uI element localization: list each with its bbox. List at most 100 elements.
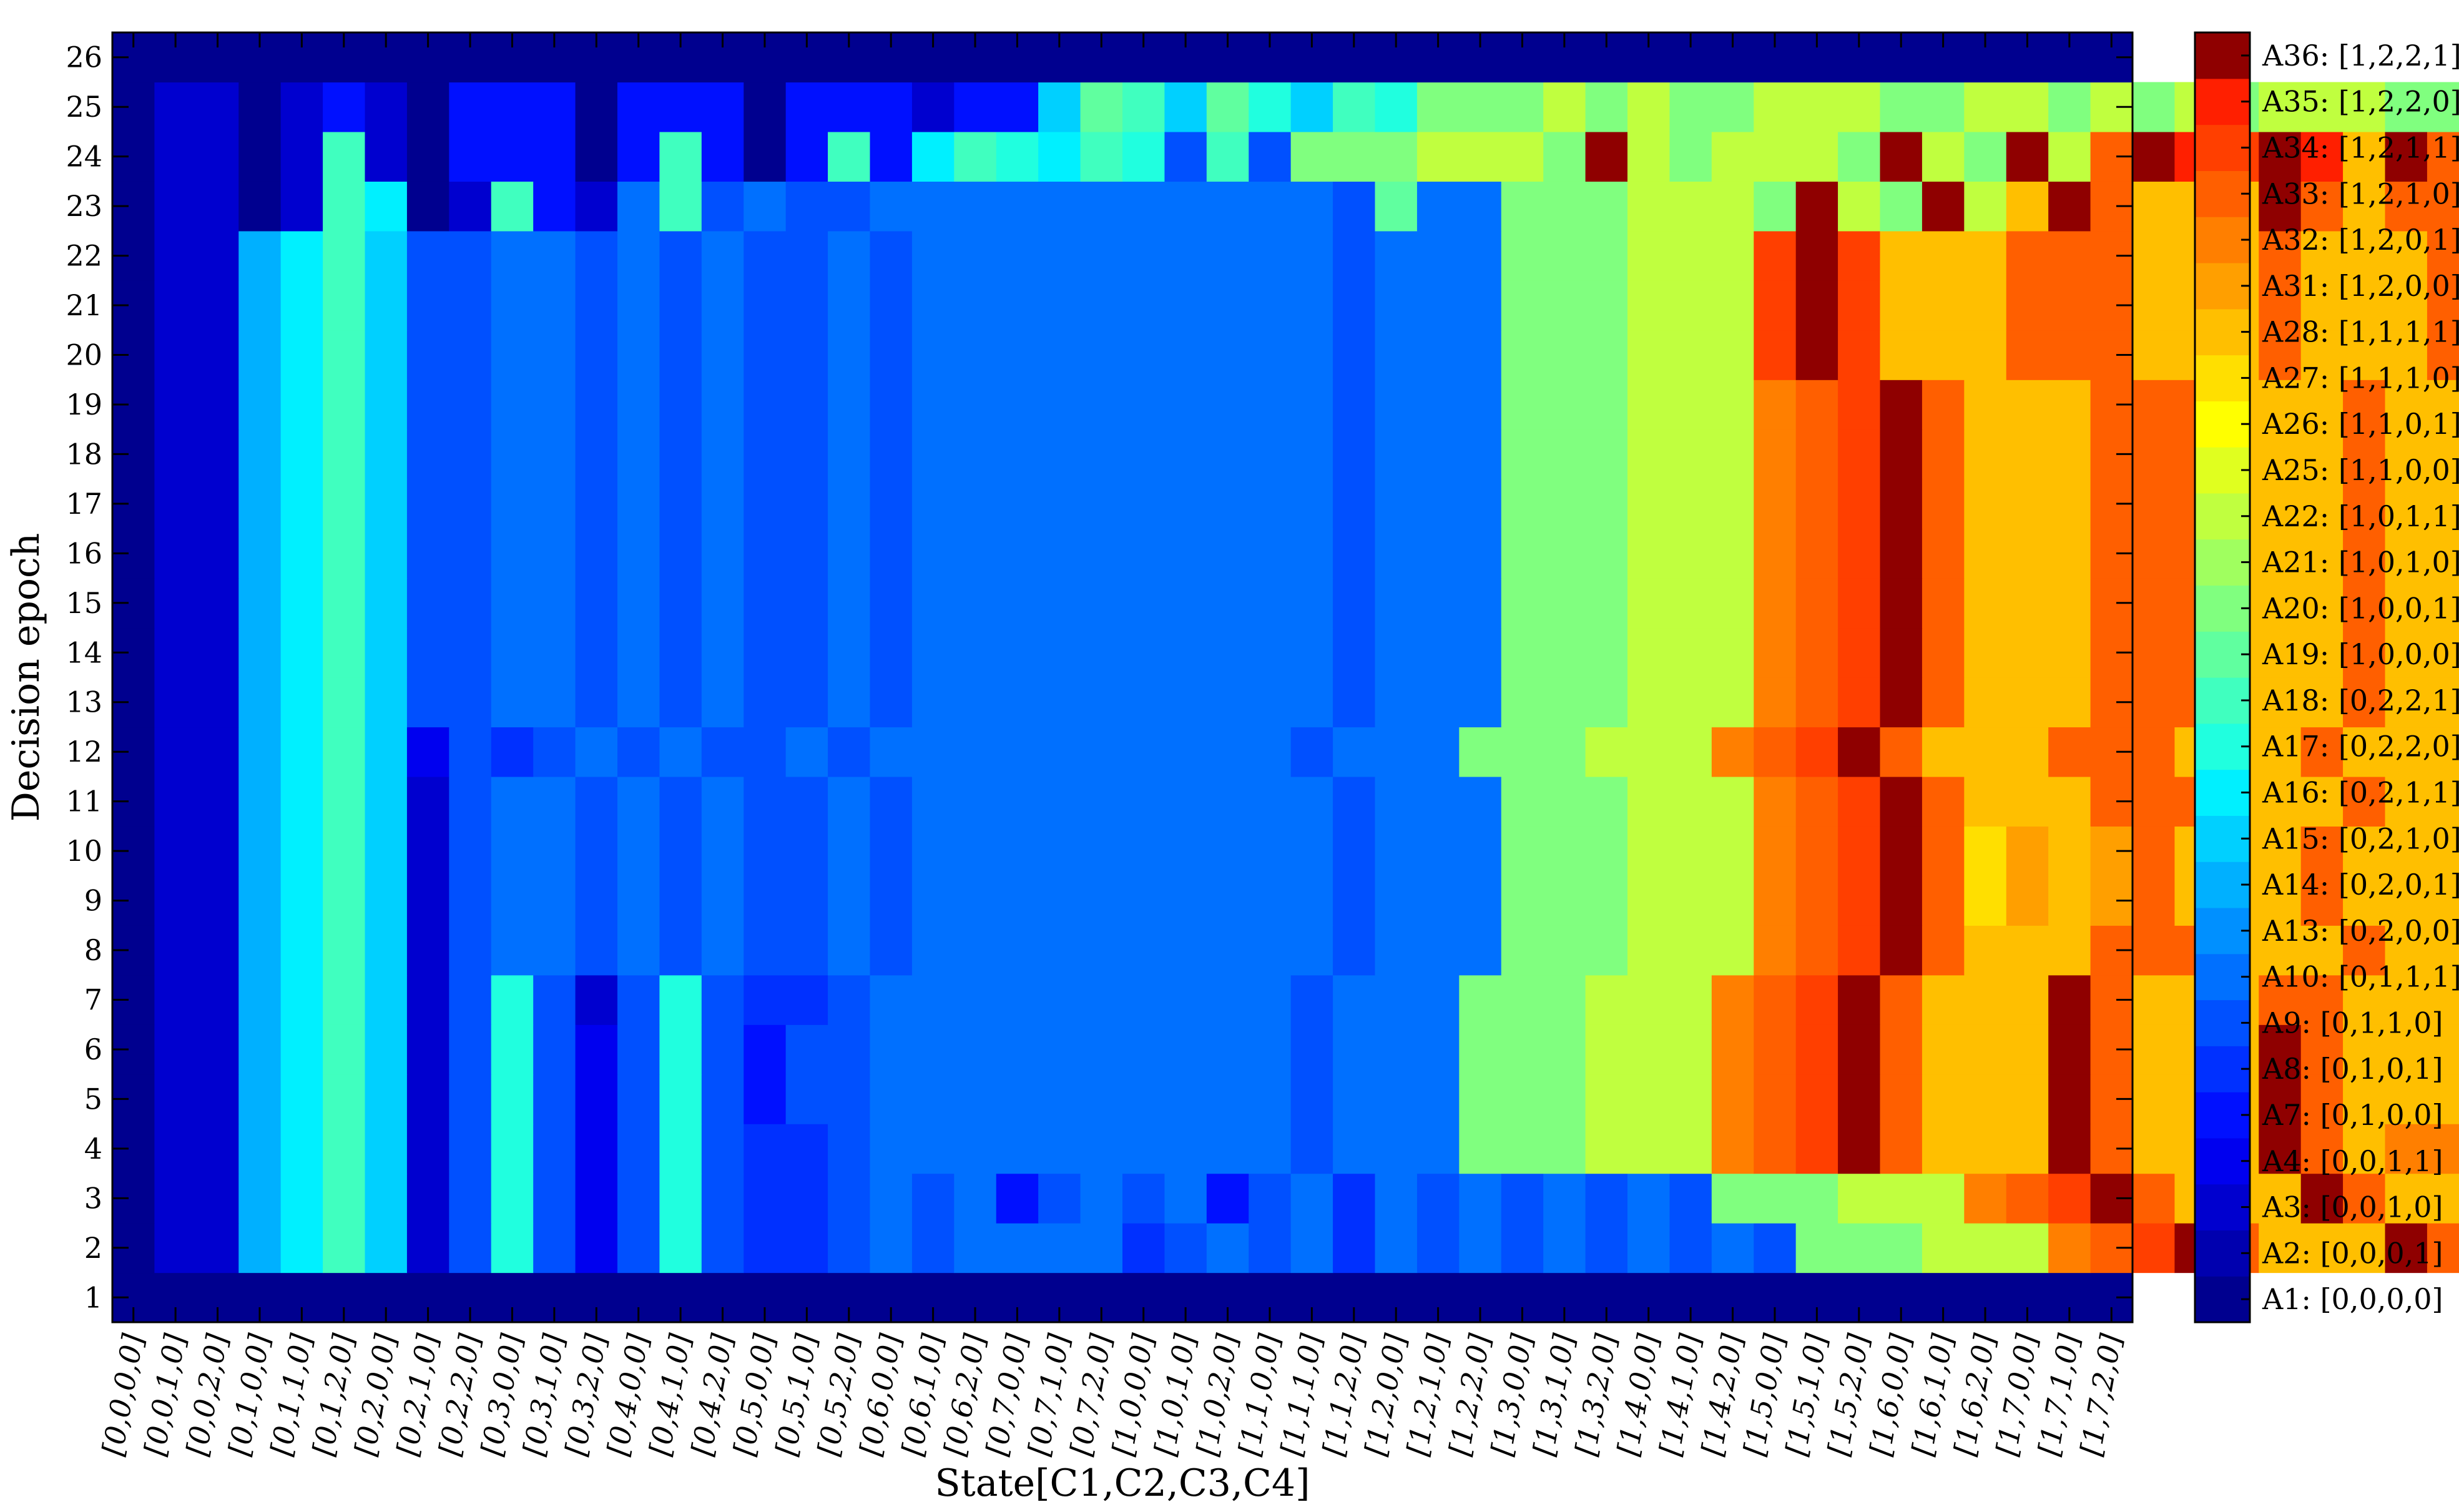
heatmap-cell [1711, 1024, 1754, 1075]
heatmap-cell [659, 131, 702, 182]
heatmap-cell [2259, 1024, 2302, 1075]
heatmap-cell [154, 230, 239, 281]
heatmap-cell [406, 1074, 449, 1124]
heatmap-cell [323, 131, 366, 182]
heatmap-cell [406, 181, 449, 232]
heatmap-cell [280, 925, 323, 976]
heatmap-cell [1754, 627, 1797, 678]
heatmap-cell [238, 280, 282, 331]
heatmap-cell [870, 826, 913, 876]
heatmap-cell [2385, 578, 2459, 629]
heatmap-cell [280, 627, 323, 678]
heatmap-cell [280, 82, 323, 132]
heatmap-cell [491, 776, 576, 827]
heatmap-cell [911, 627, 1333, 678]
heatmap-cell [2343, 1074, 2459, 1124]
heatmap-cell [491, 627, 576, 678]
heatmap-cell [1711, 727, 1754, 777]
heatmap-cell [1333, 1074, 1460, 1124]
heatmap-cell [617, 280, 660, 331]
heatmap-cell [2343, 875, 2459, 926]
heatmap-cell [323, 627, 366, 678]
heatmap-cell [617, 230, 660, 281]
heatmap-cell [1249, 82, 1292, 132]
heatmap-cell [1922, 826, 1965, 876]
heatmap-cell [870, 380, 913, 430]
heatmap-cell [365, 479, 408, 529]
heatmap-cell [238, 230, 282, 281]
heatmap-cell [491, 429, 576, 479]
heatmap-cell [1838, 528, 1881, 579]
heatmap-cell [365, 1173, 408, 1224]
heatmap-cell [828, 280, 871, 331]
heatmap-cell [238, 925, 282, 976]
heatmap-cell [785, 727, 828, 777]
colorbar-swatch [2195, 769, 2250, 816]
heatmap-cell [2343, 776, 2386, 827]
heatmap-cell [1585, 1024, 1712, 1075]
y-tick-label: 11 [66, 785, 102, 818]
heatmap-cell [365, 380, 408, 430]
heatmap-cell [154, 330, 239, 380]
heatmap-cell [1627, 429, 1754, 479]
heatmap-cell [491, 727, 534, 777]
heatmap-cell [1038, 1173, 1081, 1224]
heatmap-cell [870, 1173, 913, 1224]
heatmap-cell [701, 380, 744, 430]
heatmap-cell [1333, 776, 1376, 827]
heatmap-cell [1164, 1223, 1207, 1274]
heatmap-cell [238, 826, 282, 876]
heatmap-cell [1375, 330, 1502, 380]
heatmap-cell [744, 925, 828, 976]
heatmap-cell [575, 677, 618, 728]
colorbar-swatch [2195, 953, 2250, 1001]
heatmap-cell [2427, 131, 2459, 182]
heatmap-cell [238, 181, 282, 232]
heatmap-cell [701, 528, 744, 579]
heatmap-cell [1964, 82, 2049, 132]
heatmap-cell [365, 280, 408, 331]
heatmap-cell [365, 727, 408, 777]
heatmap-cell [1711, 1074, 1754, 1124]
heatmap-cell [1754, 380, 1797, 430]
heatmap-cell [1922, 1124, 2049, 1174]
heatmap-cell [2133, 1223, 2176, 1274]
heatmap-cell [1501, 330, 1628, 380]
y-axis: 1234567891011121314151617181920212223242… [66, 41, 2133, 1314]
heatmap-cell [911, 230, 1333, 281]
heatmap-cell [2343, 925, 2386, 976]
colorbar-label: A22: [1,0,1,1] [2262, 499, 2459, 533]
heatmap-cell [323, 280, 366, 331]
heatmap-cell [533, 727, 576, 777]
y-tick-label: 8 [84, 933, 102, 967]
colorbar-swatch [2195, 723, 2250, 770]
heatmap-cell [323, 677, 366, 728]
heatmap-cell [406, 925, 449, 976]
heatmap-cell [1922, 974, 2049, 1025]
heatmap-cell [2343, 677, 2386, 728]
heatmap-cell [659, 826, 702, 876]
heatmap-cell [1754, 974, 1797, 1025]
heatmap-cell [1795, 826, 1838, 876]
heatmap-cell [365, 330, 408, 380]
heatmap-cell [406, 280, 492, 331]
heatmap-cell [1206, 1223, 1249, 1274]
heatmap-cell [1333, 82, 1376, 132]
heatmap-cell [1838, 578, 1881, 629]
heatmap-cell [491, 330, 576, 380]
heatmap-cell [154, 479, 239, 529]
colorbar-label: A9: [0,1,1,0] [2262, 1006, 2443, 1039]
heatmap-cell [533, 1074, 576, 1124]
heatmap-cell [491, 578, 576, 629]
heatmap-cell [828, 925, 871, 976]
heatmap-cell [1164, 1173, 1207, 1224]
heatmap-cell [911, 776, 1333, 827]
heatmap-cell [323, 380, 366, 430]
colorbar-swatch [2195, 447, 2250, 494]
colorbar-swatch [2195, 32, 2250, 79]
heatmap-cell [659, 578, 702, 629]
heatmap-cell [2133, 875, 2176, 926]
heatmap-cell [617, 1223, 660, 1274]
heatmap-cell [828, 479, 871, 529]
heatmap-cell [406, 1173, 449, 1224]
